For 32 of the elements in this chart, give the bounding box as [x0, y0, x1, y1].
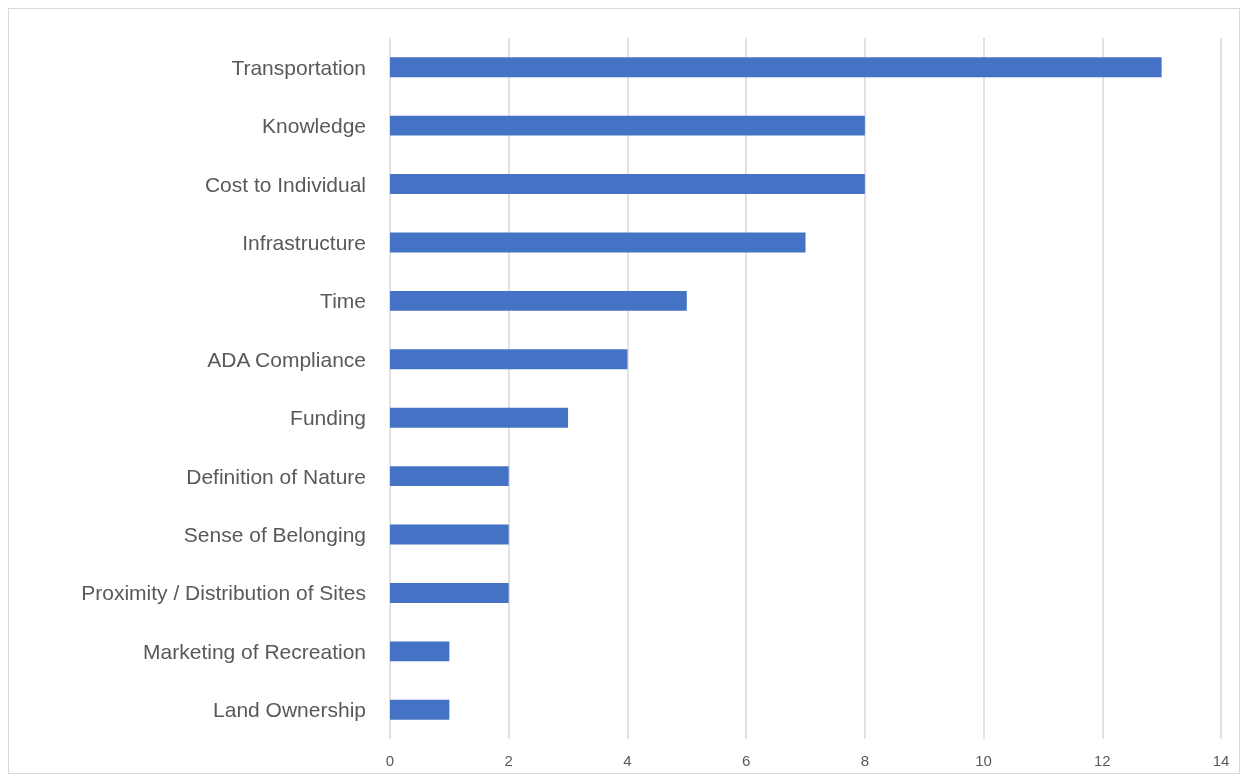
x-tick-label: 0	[385, 752, 395, 769]
y-tick-label: Knowledge	[262, 114, 366, 138]
y-tick-label: Sense of Belonging	[183, 523, 366, 547]
x-tick-label: 10	[975, 752, 992, 769]
y-tick-label: Cost to Individual	[204, 172, 366, 196]
bar	[390, 641, 450, 662]
y-tick-label: ADA Compliance	[207, 347, 366, 371]
bar	[390, 699, 450, 720]
y-tick-label: Marketing of Recreation	[143, 639, 366, 663]
bar	[390, 57, 1162, 78]
y-tick-label: Funding	[290, 406, 366, 430]
y-tick-label: Land Ownership	[213, 698, 366, 722]
x-tick-label: 4	[623, 752, 632, 769]
x-tick-label: 2	[504, 752, 513, 769]
bar	[390, 524, 509, 545]
x-tick-label: 8	[860, 752, 870, 769]
bar	[390, 407, 569, 428]
x-tick-label: 14	[1212, 752, 1230, 769]
bar	[390, 115, 865, 136]
bar	[390, 174, 865, 194]
bar	[390, 466, 509, 487]
x-tick-label: 6	[741, 752, 751, 769]
bar	[390, 349, 628, 370]
y-tick-label: Proximity / Distribution of Sites	[81, 581, 366, 605]
y-tick-label: Infrastructure	[242, 230, 366, 254]
y-tick-label: Time	[320, 289, 366, 313]
y-tick-label: Definition of Nature	[186, 464, 366, 488]
y-tick-label: Transportation	[231, 55, 366, 79]
bar	[390, 290, 687, 311]
bar	[390, 583, 509, 603]
x-tick-label: 12	[1093, 752, 1111, 769]
bar	[390, 232, 806, 253]
